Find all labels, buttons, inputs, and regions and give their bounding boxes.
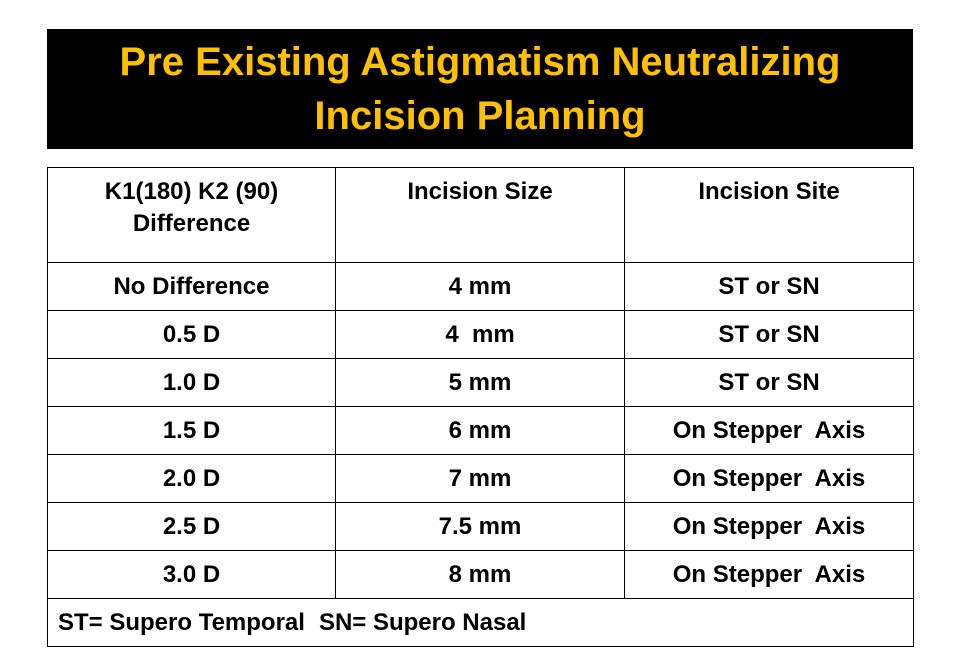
cell-incision-size: 8 mm: [335, 550, 625, 599]
cell-incision-size: 6 mm: [335, 406, 625, 455]
header-difference-line-2: Difference: [132, 210, 251, 237]
cell-difference: No Difference: [47, 262, 336, 311]
legend-cell: ST= Supero Temporal SN= Supero Nasal: [47, 598, 914, 647]
cell-difference: 1.0 D: [47, 358, 336, 407]
table-header-row: K1(180) K2 (90) Difference Incision Size…: [47, 167, 914, 263]
table-row: 1.0 D 5 mm ST or SN: [47, 358, 914, 407]
table-row: 2.0 D 7 mm On Stepper Axis: [47, 454, 914, 503]
cell-incision-site: On Stepper Axis: [624, 502, 914, 551]
table-row: 2.5 D 7.5 mm On Stepper Axis: [47, 502, 914, 551]
title-banner: Pre Existing Astigmatism Neutralizing In…: [47, 29, 913, 149]
page-title-line-2: Incision Planning: [314, 94, 646, 138]
cell-difference: 1.5 D: [47, 406, 336, 455]
incision-planning-table: K1(180) K2 (90) Difference Incision Size…: [47, 167, 914, 647]
cell-incision-size: 7.5 mm: [335, 502, 625, 551]
table-footer-row: ST= Supero Temporal SN= Supero Nasal: [47, 598, 914, 647]
cell-incision-site: On Stepper Axis: [624, 406, 914, 455]
legend-supero-temporal: ST= Supero Temporal: [58, 608, 305, 636]
header-incision-site: Incision Site: [624, 167, 914, 263]
header-incision-size: Incision Size: [335, 167, 625, 263]
table-row: 0.5 D 4 mm ST or SN: [47, 310, 914, 359]
cell-incision-size: 4 mm: [335, 310, 625, 359]
page-title-line-1: Pre Existing Astigmatism Neutralizing: [119, 40, 841, 84]
cell-difference: 3.0 D: [47, 550, 336, 599]
cell-difference: 2.5 D: [47, 502, 336, 551]
cell-incision-site: On Stepper Axis: [624, 454, 914, 503]
cell-incision-size: 4 mm: [335, 262, 625, 311]
table-row: 3.0 D 8 mm On Stepper Axis: [47, 550, 914, 599]
cell-incision-site: ST or SN: [624, 358, 914, 407]
legend-supero-nasal: SN= Supero Nasal: [318, 608, 527, 636]
cell-difference: 0.5 D: [47, 310, 336, 359]
header-difference-line-1: K1(180) K2 (90): [104, 178, 279, 205]
table-row: 1.5 D 6 mm On Stepper Axis: [47, 406, 914, 455]
header-difference: K1(180) K2 (90) Difference: [47, 167, 336, 263]
cell-incision-size: 5 mm: [335, 358, 625, 407]
cell-incision-site: On Stepper Axis: [624, 550, 914, 599]
table-row: No Difference 4 mm ST or SN: [47, 262, 914, 311]
cell-incision-size: 7 mm: [335, 454, 625, 503]
cell-difference: 2.0 D: [47, 454, 336, 503]
cell-incision-site: ST or SN: [624, 262, 914, 311]
cell-incision-site: ST or SN: [624, 310, 914, 359]
